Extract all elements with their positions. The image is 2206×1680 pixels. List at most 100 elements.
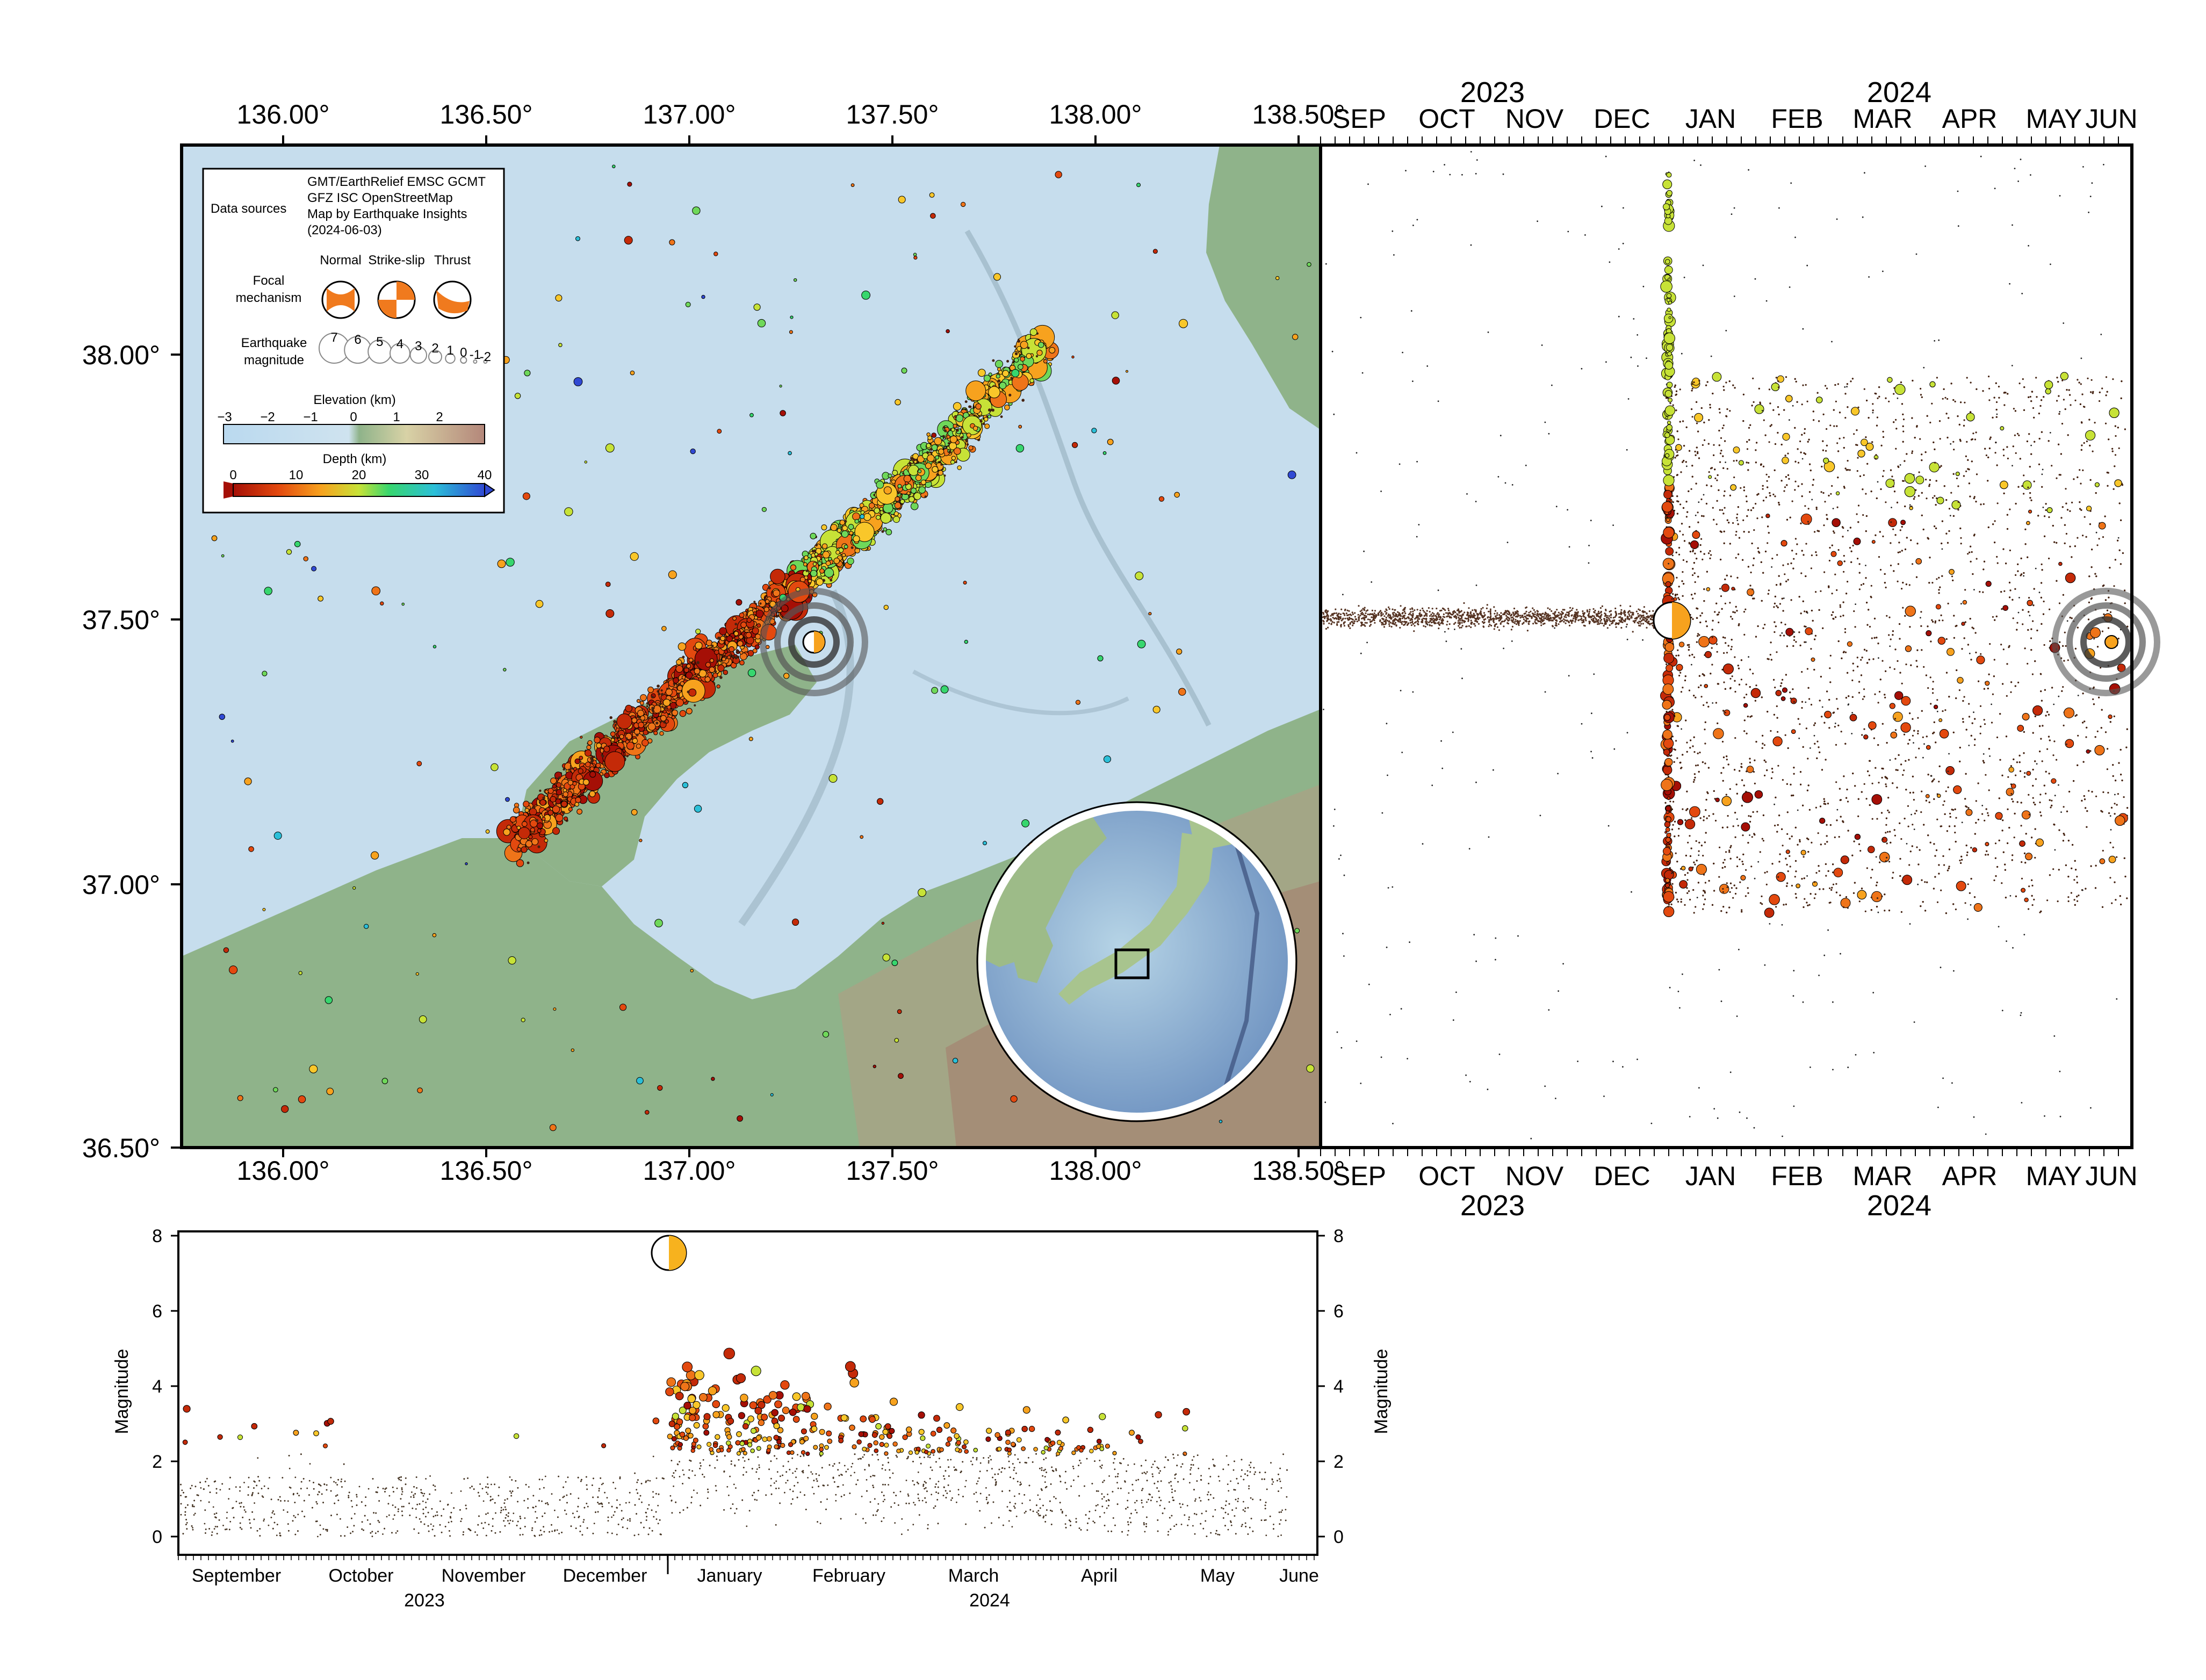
mag-ytick-right: 0 bbox=[1333, 1527, 1344, 1547]
mag-month-label: April bbox=[1081, 1566, 1118, 1586]
mag-ytick-left: 2 bbox=[152, 1452, 162, 1472]
mag-ytick-right: 6 bbox=[1333, 1301, 1344, 1322]
sado-island bbox=[1206, 145, 1321, 430]
data-sources-line: (2024-06-03) bbox=[307, 223, 382, 237]
timeline-month-top: APR bbox=[1942, 104, 1998, 134]
elevation-tick: 2 bbox=[436, 410, 443, 424]
timeline-year-2023-top: 2023 bbox=[1460, 76, 1525, 109]
map-lon-label-bottom: 138.00° bbox=[1049, 1156, 1142, 1186]
mag-month-label: November bbox=[442, 1566, 526, 1586]
mag-ytick-right: 2 bbox=[1333, 1452, 1344, 1472]
beachball-thrust-icon bbox=[433, 280, 472, 319]
mainshock-marker[interactable] bbox=[760, 588, 868, 696]
timeline-month-bottom: MAR bbox=[1852, 1161, 1912, 1191]
timeline-year-2024-bottom: 2024 bbox=[1867, 1189, 1931, 1222]
focal-thrust-label: Thrust bbox=[434, 253, 471, 268]
noto-peninsula bbox=[516, 645, 817, 886]
timeline-month-top: MAR bbox=[1852, 104, 1912, 134]
magnitude-value-label: 7 bbox=[330, 330, 337, 345]
timeline-month-bottom: APR bbox=[1942, 1161, 1998, 1191]
timeline-month-bottom: MAY bbox=[2026, 1161, 2082, 1191]
map-lon-label-top: 137.50° bbox=[846, 99, 939, 129]
mag-month-label: January bbox=[697, 1566, 762, 1586]
focal-normal-label: Normal bbox=[320, 253, 361, 268]
depth-tick: 10 bbox=[289, 468, 304, 482]
beachball-normal-icon bbox=[321, 280, 360, 319]
map-lon-label-top: 136.50° bbox=[440, 99, 533, 129]
depth-colorbar bbox=[224, 481, 233, 499]
globe-korea bbox=[1010, 908, 1053, 983]
globe-ocean-trench bbox=[1212, 807, 1260, 1116]
mag-month-label: June bbox=[1279, 1566, 1319, 1586]
timeline-year-2023-bottom: 2023 bbox=[1460, 1189, 1525, 1222]
depth-tick: 40 bbox=[478, 468, 492, 482]
submarine-canyon bbox=[964, 229, 1212, 727]
magnitude-symbol bbox=[445, 353, 456, 364]
mag-month-label: September bbox=[192, 1566, 281, 1586]
mag-ytick-right: 4 bbox=[1333, 1376, 1344, 1397]
magnitude-mainshock-beachball bbox=[651, 1235, 687, 1271]
map-lon-label-top: 138.50° bbox=[1252, 99, 1345, 129]
mag-year-2023: 2023 bbox=[404, 1590, 445, 1611]
magnitude-value-label: -2 bbox=[480, 350, 491, 364]
mag-month-label: March bbox=[948, 1566, 999, 1586]
timeline-month-top: FEB bbox=[1771, 104, 1823, 134]
timeline-month-top: OCT bbox=[1418, 104, 1475, 134]
mag-ytick-left: 4 bbox=[152, 1376, 162, 1397]
depth-tick: 20 bbox=[352, 468, 366, 482]
timeline-month-top: JAN bbox=[1685, 104, 1736, 134]
magnitude-value-label: 5 bbox=[376, 335, 383, 349]
magnitude-label: Earthquake bbox=[241, 336, 307, 350]
map-lon-label-bottom: 137.00° bbox=[643, 1156, 736, 1186]
depth-tick: 30 bbox=[415, 468, 429, 482]
mag-month-label: October bbox=[329, 1566, 394, 1586]
timeline-month-top: MAY bbox=[2026, 104, 2082, 134]
elevation-colorbar bbox=[223, 424, 485, 444]
elevation-tick: −2 bbox=[260, 410, 275, 424]
mag-ytick-left: 0 bbox=[152, 1527, 162, 1547]
mag-ylabel-left: Magnitude bbox=[112, 1349, 132, 1434]
magnitude-label: magnitude bbox=[244, 353, 304, 367]
timeline-month-bottom: DEC bbox=[1594, 1161, 1650, 1191]
mag-ytick-left: 8 bbox=[152, 1226, 162, 1246]
timeline-month-top: JUN bbox=[2085, 104, 2137, 134]
time-latitude-panel[interactable]: SEP SEP OCT OCT NOV NOV DEC DEC JAN JAN FEB FEB MAR M… bbox=[1319, 76, 2160, 1222]
beachball-strikeslip-icon bbox=[377, 280, 416, 319]
magnitude-value-label: 3 bbox=[415, 339, 422, 354]
timeline-month-bottom: OCT bbox=[1418, 1161, 1475, 1191]
magnitude-symbol bbox=[428, 350, 442, 364]
depth-colorbar bbox=[484, 482, 495, 497]
magnitude-value-label: 2 bbox=[431, 341, 438, 356]
map-lon-label-bottom: 136.00° bbox=[237, 1156, 330, 1186]
map-lon-label-bottom: 137.50° bbox=[846, 1156, 939, 1186]
map-lat-label: 37.50° bbox=[82, 605, 160, 635]
timeline-month-bottom: NOV bbox=[1505, 1161, 1564, 1191]
elevation-label: Elevation (km) bbox=[313, 393, 395, 407]
elevation-tick: −3 bbox=[217, 410, 232, 424]
timeline-month-top: SEP bbox=[1332, 104, 1386, 134]
depth-colorbar bbox=[233, 483, 485, 497]
mag-month-label: December bbox=[563, 1566, 647, 1586]
timeline-month-top: NOV bbox=[1505, 104, 1564, 134]
magnitude-value-label: 0 bbox=[460, 345, 467, 360]
data-sources-line: GFZ ISC OpenStreetMap bbox=[307, 191, 453, 205]
magnitude-symbol bbox=[473, 359, 478, 364]
magnitude-symbol bbox=[483, 359, 488, 364]
timeline-month-top: DEC bbox=[1594, 104, 1650, 134]
legend-box: Data sources GMT/EarthRelief EMSC GCMT G… bbox=[202, 168, 505, 514]
magnitude-symbol bbox=[409, 346, 427, 364]
depth-tick: 0 bbox=[229, 468, 236, 482]
inset-globe[interactable] bbox=[976, 801, 1297, 1123]
timeline-month-bottom: JAN bbox=[1685, 1161, 1736, 1191]
data-sources-line: GMT/EarthRelief EMSC GCMT bbox=[307, 175, 486, 189]
magnitude-value-label: 6 bbox=[354, 333, 361, 347]
magnitude-symbol bbox=[390, 343, 410, 364]
magnitude-time-chart[interactable]: 0 0 2 2 4 4 6 6 8 8 Magnitude Magnitude September Oct… bbox=[112, 1226, 1392, 1611]
timeline-month-bottom: FEB bbox=[1771, 1161, 1823, 1191]
timeline-month-bottom: JUN bbox=[2085, 1161, 2137, 1191]
mag-ylabel-right: Magnitude bbox=[1371, 1349, 1392, 1434]
map-lon-label-bottom: 138.50° bbox=[1252, 1156, 1345, 1186]
focal-mechanism-label: Focal bbox=[253, 273, 285, 288]
magnitude-value-label: 1 bbox=[446, 343, 453, 358]
elevation-tick: 1 bbox=[393, 410, 400, 424]
